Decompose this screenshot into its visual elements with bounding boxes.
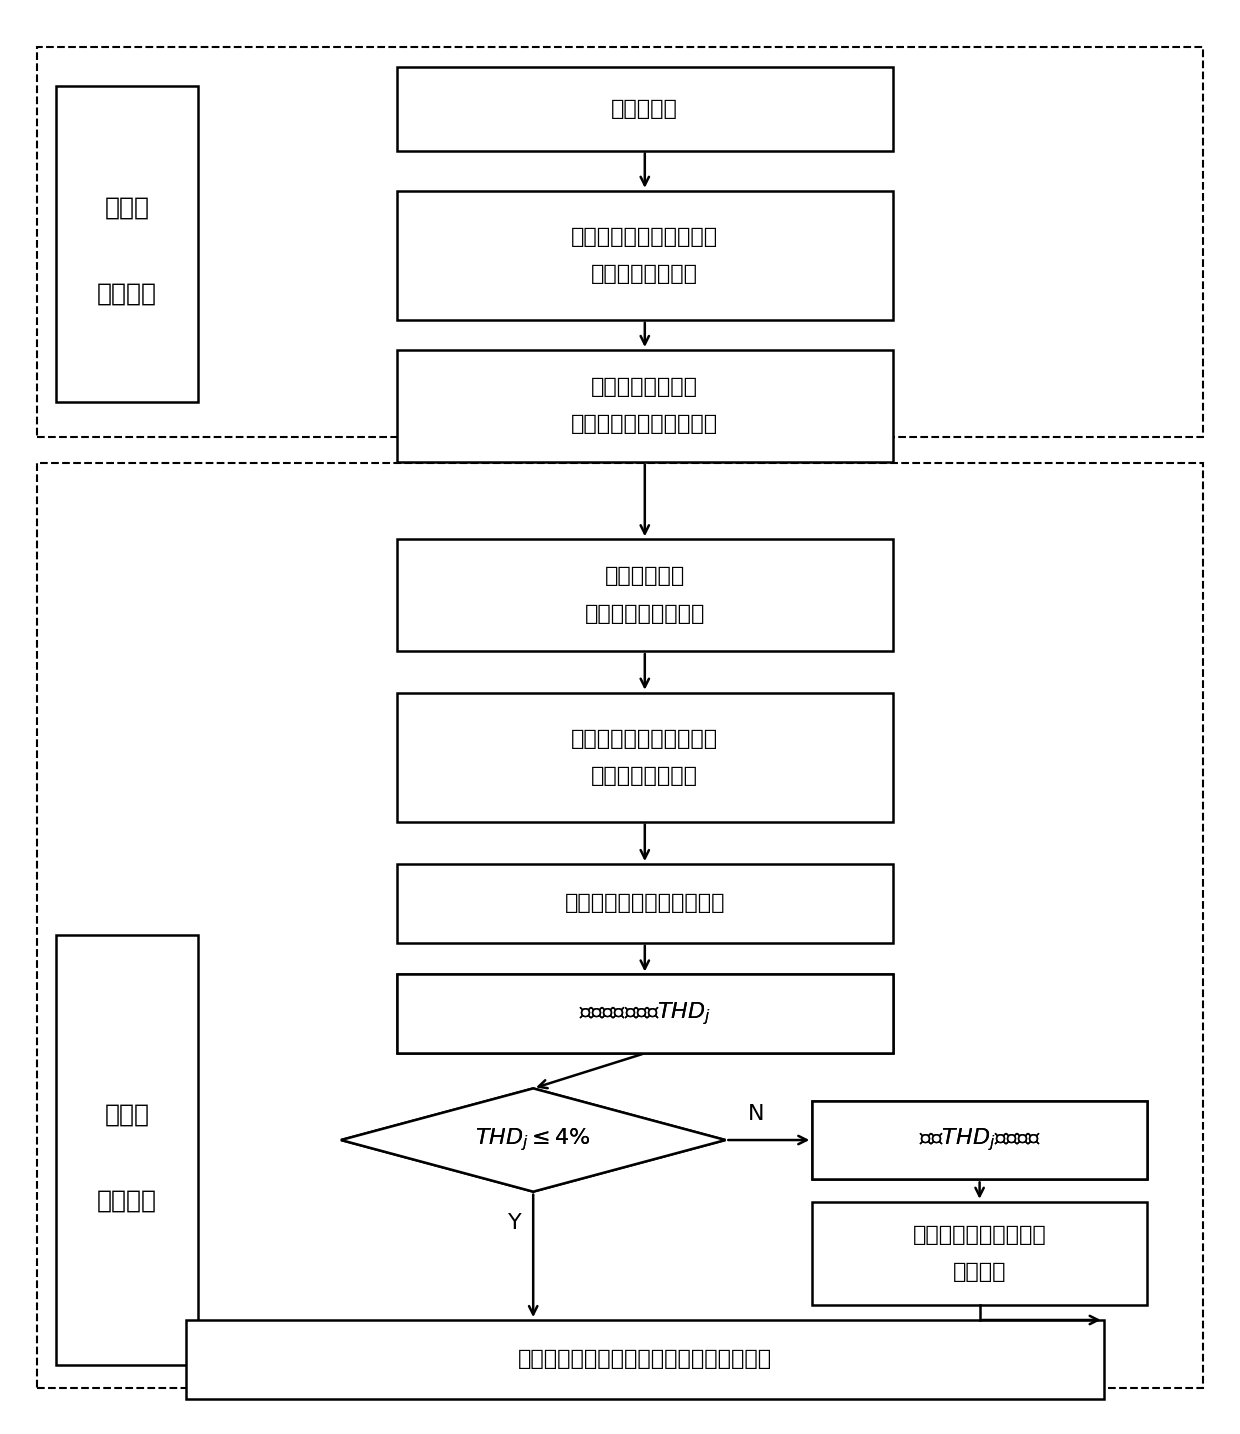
Text: 有功出力: 有功出力	[952, 1262, 1007, 1282]
FancyBboxPatch shape	[397, 191, 893, 320]
FancyBboxPatch shape	[812, 1101, 1147, 1179]
Text: 各节点各次谐波电流补偿值: 各节点各次谐波电流补偿值	[564, 893, 725, 913]
Text: 谐波优化: 谐波优化	[97, 1189, 157, 1212]
Text: 模拟退火粒子群算法求解: 模拟退火粒子群算法求解	[572, 227, 718, 247]
Text: N: N	[748, 1104, 765, 1124]
Text: $\mathit{THD_j}\leq\mathrm{4\%}$: $\mathit{THD_j}\leq\mathrm{4\%}$	[475, 1127, 591, 1153]
Polygon shape	[341, 1088, 725, 1192]
Text: 有功优化: 有功优化	[97, 282, 157, 305]
Text: 模拟退火粒子群算法求解: 模拟退火粒子群算法求解	[572, 728, 718, 749]
FancyBboxPatch shape	[186, 1319, 1104, 1400]
Text: 计算多功能并网逆变器: 计算多功能并网逆变器	[913, 1225, 1047, 1245]
Text: Y: Y	[507, 1213, 522, 1233]
FancyBboxPatch shape	[37, 47, 1203, 437]
FancyBboxPatch shape	[56, 935, 198, 1365]
Text: 多功能并网逆变器: 多功能并网逆变器	[591, 377, 698, 397]
Polygon shape	[341, 1088, 725, 1192]
FancyBboxPatch shape	[812, 1101, 1147, 1179]
FancyBboxPatch shape	[397, 67, 893, 151]
Text: $各节点谐波电压\mathit{THD_j}$: $各节点谐波电压\mathit{THD_j}$	[579, 1001, 711, 1027]
FancyBboxPatch shape	[397, 693, 893, 822]
Text: 各次谐波电流补偿量: 各次谐波电流补偿量	[584, 604, 706, 624]
Text: $搜索\mathit{THD_j}最大节点$: $搜索\mathit{THD_j}最大节点$	[919, 1127, 1040, 1153]
FancyBboxPatch shape	[397, 350, 893, 462]
FancyBboxPatch shape	[37, 463, 1203, 1388]
Text: 上层有功优化模型: 上层有功优化模型	[591, 264, 698, 284]
Text: 有功出力及相应剩余容量: 有功出力及相应剩余容量	[572, 414, 718, 435]
Text: 输出多功能并网逆变器有功出力、剩余容量: 输出多功能并网逆变器有功出力、剩余容量	[518, 1349, 771, 1369]
FancyBboxPatch shape	[397, 539, 893, 651]
Text: $\mathit{THD}_j\leq4\%$: $\mathit{THD}_j\leq4\%$	[475, 1127, 591, 1153]
Text: 搜索$\mathit{THD}_j$最大节点: 搜索$\mathit{THD}_j$最大节点	[919, 1127, 1040, 1153]
FancyBboxPatch shape	[812, 1202, 1147, 1305]
Text: 各节点谐波电压$\mathit{THD}_j$: 各节点谐波电压$\mathit{THD}_j$	[579, 1001, 711, 1027]
FancyBboxPatch shape	[397, 975, 893, 1053]
Text: 上层：: 上层：	[104, 196, 150, 219]
FancyBboxPatch shape	[397, 863, 893, 944]
FancyBboxPatch shape	[56, 86, 198, 402]
Text: 初始化各节点: 初始化各节点	[605, 566, 684, 587]
Text: 下层谐波优化模型: 下层谐波优化模型	[591, 766, 698, 786]
Text: 下层：: 下层：	[104, 1103, 150, 1126]
FancyBboxPatch shape	[397, 975, 893, 1053]
Text: 初始化种群: 初始化种群	[611, 99, 678, 119]
